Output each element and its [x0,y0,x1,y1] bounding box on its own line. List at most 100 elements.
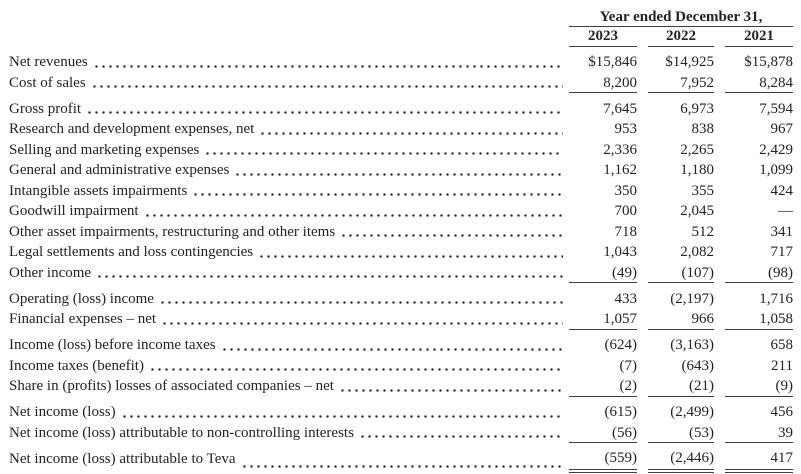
value-2021: 658 [770,337,794,353]
value-2022: (2,499) [670,404,714,420]
row-values: (7) (643) 211 [569,356,794,377]
row-label-cell: Goodwill impairment [0,201,569,222]
dot-leader [92,52,563,73]
value-2023: 1,057 [569,309,637,330]
value-2022: (53) [648,423,714,443]
dot-leader [120,402,563,423]
table-row-other-income: Other income (49) (107) (98) [0,262,801,283]
value-2021: 417 [725,449,793,473]
value-2023: (49) [569,263,637,283]
row-label: Operating (loss) income [9,290,154,307]
row-values: 718 512 341 [569,222,794,243]
dot-leader [143,201,563,222]
column-header-2022: 2022 [648,27,714,47]
value-2021: (98) [725,263,793,283]
value-2023: 350 [614,182,638,199]
table-row-net-income: Net income (loss) (615) (2,499) 456 [0,402,801,423]
value-2022: 1,180 [680,162,714,178]
row-label-cell: Net income (loss) attributable to Teva [0,448,569,473]
header-spacer [0,27,569,47]
row-label-cell: Cost of sales [0,72,569,93]
row-values: 953 838 967 [569,119,794,140]
row-label-cell: Net revenues [0,52,569,73]
row-label: Research and development expenses, net [9,121,255,137]
row-label-cell: Selling and marketing expenses [0,139,569,160]
value-2021: — [778,203,793,219]
header-title: Year ended December 31, [599,9,763,25]
value-2022: (2,446) [648,449,714,473]
row-label: Share in (profits) losses of associated … [9,378,334,394]
value-2023: 8,200 [569,73,637,93]
table-row-net-income-noncontrolling: Net income (loss) attributable to non-co… [0,422,801,443]
row-label: Other asset impairments, restructuring a… [9,223,336,240]
value-2021: $15,878 [744,54,793,70]
row-values: (559) (2,446) 417 [569,449,793,473]
dot-leader [220,335,563,356]
row-values: (2) (21) (9) [569,376,793,397]
row-label: Intangible assets impairments [9,182,188,199]
row-label-cell: Operating (loss) income [0,288,569,309]
row-values: 7,645 6,973 7,594 [569,99,793,120]
value-2023: 700 [614,203,638,219]
value-2021: 39 [725,423,793,443]
table-row-operating-income: Operating (loss) income 433 (2,197) 1,71… [0,288,801,309]
value-2021: 967 [770,121,794,137]
row-label: Financial expenses – net [9,311,157,327]
value-2023: 718 [614,223,638,240]
row-label-cell: Net income (loss) attributable to non-co… [0,422,569,443]
table-row-other-asset-impairments: Other asset impairments, restructuring a… [0,221,801,243]
table-row-legal-settlements: Legal settlements and loss contingencies… [0,242,801,263]
value-2021: 7,594 [759,100,793,117]
value-2022: 355 [691,182,715,199]
row-label-cell: Legal settlements and loss contingencies [0,242,569,263]
value-2022: 512 [691,223,715,240]
table-row-net-income-teva: Net income (loss) attributable to Teva (… [0,448,801,473]
row-label: Net revenues [9,54,88,70]
table-row-intangible-impairments: Intangible assets impairments 350 355 42… [0,180,801,201]
row-values: 1,043 2,082 717 [569,242,793,263]
row-label: Selling and marketing expenses [9,141,200,158]
row-values: 700 2,045 — [569,201,794,222]
row-values: (49) (107) (98) [569,263,793,283]
value-2022: 6,973 [680,100,714,117]
value-2023: 1,162 [603,162,637,178]
row-label: Gross profit [9,100,82,117]
row-label: Net income (loss) attributable to Teva [9,450,236,467]
row-label-cell: Income (loss) before income taxes [0,335,569,356]
value-2023: (624) [604,337,638,353]
row-label: Income taxes (benefit) [9,357,144,374]
value-2021: 341 [770,223,794,240]
row-label-cell: Research and development expenses, net [0,119,569,140]
row-values: (56) (53) 39 [569,423,793,443]
year-columns-row: 2023 2022 2021 [0,27,801,47]
row-label: Income (loss) before income taxes [9,337,216,353]
value-2021: 1,099 [759,162,793,178]
value-2023: 7,645 [603,100,637,117]
value-2021: 717 [770,244,794,260]
table-row-share-associated-companies: Share in (profits) losses of associated … [0,376,801,397]
row-label-cell: General and administrative expenses [0,160,569,181]
row-label: Other income [9,264,92,281]
table-row-income-before-taxes: Income (loss) before income taxes (624) … [0,335,801,356]
value-2021: 2,429 [759,141,793,158]
value-2023: (56) [569,423,637,443]
value-2022: (107) [648,263,714,283]
row-label: Net income (loss) [9,404,116,420]
row-label: Net income (loss) attributable to non-co… [9,424,354,441]
table-row-goodwill-impairment: Goodwill impairment 700 2,045 — [0,201,801,222]
table-row-selling-marketing: Selling and marketing expenses 2,336 2,2… [0,139,801,160]
dot-leader [96,262,563,283]
value-2023: $15,846 [588,54,637,70]
value-2022: 966 [648,309,714,330]
row-label-cell: Other income [0,262,569,283]
row-values: 1,162 1,180 1,099 [569,160,793,181]
row-label-cell: Financial expenses – net [0,309,569,330]
value-2023: 433 [614,290,638,307]
value-2022: (3,163) [670,337,714,353]
header-spacer [0,8,569,27]
value-2023: 953 [614,121,638,137]
dot-leader [234,160,563,181]
row-label: Legal settlements and loss contingencies [9,244,254,260]
table-row-rd-expenses: Research and development expenses, net 9… [0,119,801,140]
